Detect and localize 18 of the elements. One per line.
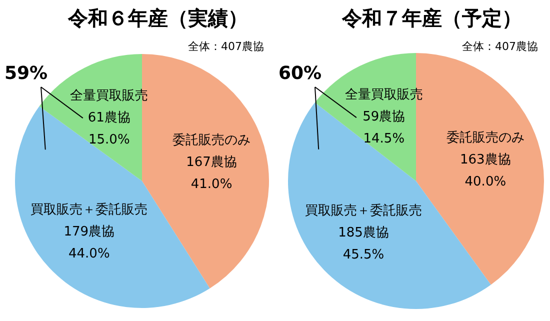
slice-label: 委託販売のみ (172, 132, 251, 148)
data-label: 59農協 14.5% (362, 109, 406, 146)
slice-label: 買取販売＋委託販売 (30, 202, 148, 218)
data-label: 163農協 40.0% (460, 152, 511, 190)
chart-title: 令和７年産（予定） (341, 6, 522, 30)
chart-subtitle: 全体：407農協 (462, 40, 538, 53)
chart-subtitle: 全体：407農協 (188, 40, 264, 53)
data-label: 179農協 44.0% (64, 224, 115, 262)
slice-label: 全量買取販売 (70, 88, 148, 104)
data-label: 167農協 41.0% (186, 154, 237, 192)
data-label: 61農協 15.0% (88, 110, 130, 148)
chart-title: 令和６年産（実績） (67, 6, 248, 30)
slice-label: 買取販売＋委託販売 (305, 204, 422, 219)
slice-label: 委託販売のみ (446, 130, 524, 146)
data-label: 185農協 45.5% (338, 226, 389, 263)
text: 60% (278, 63, 322, 84)
slice-label: 全量買取販売 (344, 87, 423, 102)
text: 59% (4, 63, 48, 84)
